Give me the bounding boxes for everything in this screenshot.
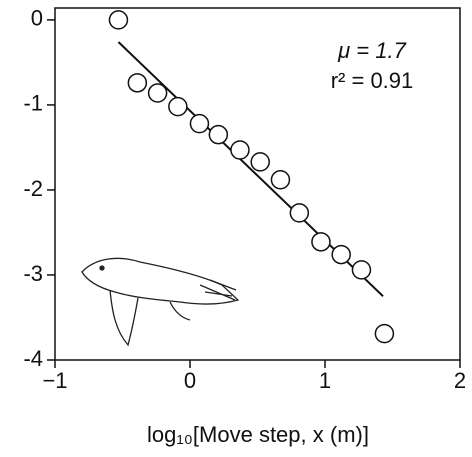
plot-frame [54,7,461,361]
point [208,124,229,145]
point [108,10,129,30]
y-tick-label: -2 [23,176,43,201]
y-tick-label: -3 [23,261,43,286]
annotation: μ = 1.7 [337,38,406,63]
point [270,169,291,190]
x-tick-label: 1 [319,368,331,393]
x-axis-label: log₁₀[Move step, x (m)] [147,422,369,447]
x-tick-label: 0 [184,368,196,393]
y-tick-label: -4 [23,346,43,371]
point [189,113,210,134]
x-tick-label: 2 [454,368,466,393]
annotation: r² = 0.91 [331,68,414,93]
point [311,232,331,252]
point [289,203,310,223]
y-tick-label: -1 [23,91,43,116]
point [374,323,395,344]
y-tick-label: 0 [31,6,43,31]
point [351,260,372,280]
point [147,83,168,103]
point [250,152,270,172]
point [230,140,250,160]
point [168,96,188,117]
point [331,244,351,265]
bird-drawing [81,257,240,347]
x-tick-label: −1 [42,368,67,393]
point [127,73,148,93]
